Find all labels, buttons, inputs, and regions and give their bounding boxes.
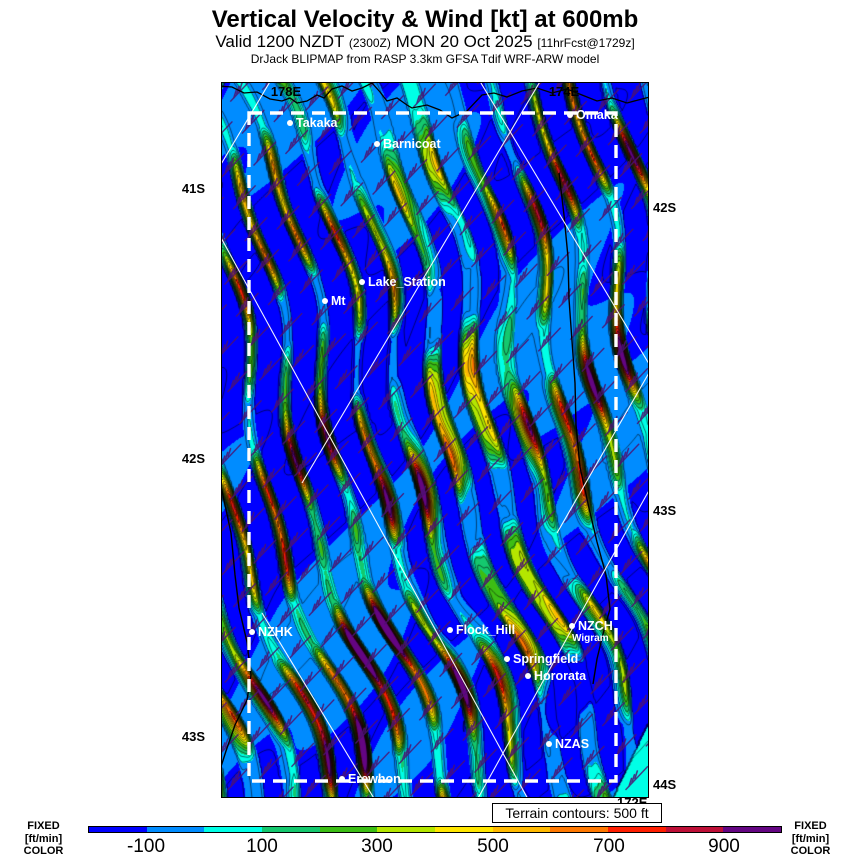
svg-text:Takaka: Takaka [296,116,339,130]
svg-text:Erewhon: Erewhon [348,772,401,786]
svg-text:42S: 42S [653,200,676,215]
svg-text:44S: 44S [653,777,676,792]
svg-text:Flock_Hill: Flock_Hill [456,623,515,637]
svg-text:Omaka: Omaka [576,108,619,122]
svg-text:Mt: Mt [331,294,346,308]
svg-text:42S: 42S [182,451,205,466]
svg-text:43S: 43S [182,729,205,744]
svg-text:Hororata: Hororata [534,669,587,683]
svg-text:43S: 43S [653,503,676,518]
svg-text:NZHK: NZHK [258,625,293,639]
svg-text:Lake_Station: Lake_Station [368,275,446,289]
svg-text:Barnicoat: Barnicoat [383,137,441,151]
svg-text:Wigram: Wigram [572,633,609,644]
svg-text:Springfield: Springfield [513,652,578,666]
svg-text:NZCH: NZCH [578,619,613,633]
svg-text:NZAS: NZAS [555,737,589,751]
svg-text:41S: 41S [182,181,205,196]
